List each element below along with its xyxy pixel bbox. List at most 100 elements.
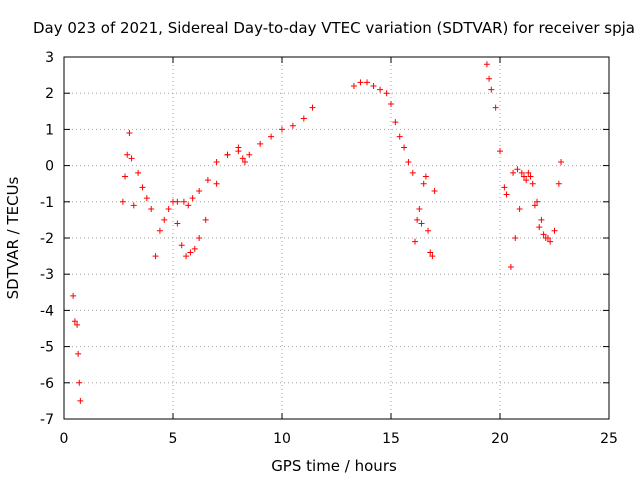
- data-point: [558, 158, 565, 165]
- data-point: [202, 216, 209, 223]
- y-tick-label: 1: [45, 122, 54, 138]
- data-point: [538, 216, 545, 223]
- data-point: [185, 202, 192, 209]
- data-point: [525, 169, 532, 176]
- data-point: [126, 130, 133, 137]
- data-point: [503, 191, 510, 198]
- data-point: [488, 86, 495, 93]
- data-point: [388, 101, 394, 108]
- data-point: [497, 148, 503, 155]
- data-point: [289, 122, 296, 129]
- data-point: [527, 173, 534, 180]
- x-tick-label: 5: [169, 431, 178, 447]
- y-tick-label: 2: [45, 86, 54, 102]
- data-point: [130, 202, 137, 209]
- data-point: [74, 321, 81, 328]
- data-point: [191, 245, 198, 252]
- data-point: [135, 169, 142, 176]
- data-point: [418, 220, 425, 227]
- series-seg2a: [119, 130, 137, 209]
- data-point: [510, 169, 517, 176]
- data-point: [364, 79, 371, 86]
- series-seg4: [411, 173, 438, 260]
- data-point: [183, 253, 190, 260]
- data-point: [529, 180, 536, 187]
- data-point: [161, 216, 168, 223]
- data-point: [483, 61, 490, 68]
- data-point: [139, 184, 146, 191]
- series-seg3: [350, 79, 416, 176]
- x-tick-label: 20: [491, 431, 509, 447]
- data-point: [492, 104, 499, 111]
- data-point: [536, 224, 543, 231]
- y-tick-label: -2: [40, 231, 54, 247]
- data-point: [156, 227, 163, 234]
- data-point: [555, 180, 562, 187]
- data-point: [204, 177, 211, 184]
- data-point: [180, 198, 187, 205]
- y-tick-label: -7: [40, 412, 54, 428]
- y-tick-label: 0: [45, 159, 54, 175]
- data-point: [241, 158, 248, 165]
- data-point: [239, 155, 246, 162]
- x-tick-label: 15: [382, 431, 400, 447]
- data-point: [196, 235, 203, 241]
- data-point: [246, 151, 253, 158]
- data-point: [370, 82, 377, 89]
- data-point: [174, 198, 181, 205]
- data-point: [523, 177, 530, 184]
- data-point: [383, 90, 390, 97]
- data-point: [122, 173, 129, 180]
- series-seg5b: [510, 166, 551, 241]
- data-point: [411, 238, 418, 245]
- data-point: [401, 144, 408, 151]
- axis-ticks: 0 5 10 15 20 25 -7 -6 -5 -4 -3 -2 -1 0 1 2 3: [40, 50, 618, 447]
- data-point: [76, 379, 83, 386]
- data-point: [119, 198, 126, 205]
- data-point: [128, 155, 135, 162]
- data-point: [279, 126, 285, 133]
- data-point: [422, 173, 429, 180]
- data-point: [235, 144, 242, 151]
- series-seg2c: [174, 144, 248, 260]
- data-point: [547, 238, 554, 245]
- data-point: [187, 249, 194, 256]
- data-point: [501, 184, 508, 191]
- data-point: [213, 158, 220, 165]
- x-axis-label: GPS time / hours: [271, 457, 397, 475]
- data-point: [486, 75, 493, 82]
- data-point: [77, 397, 84, 404]
- y-tick-label: -1: [40, 195, 54, 211]
- data-point: [268, 133, 275, 140]
- series-seg2b: [135, 104, 316, 260]
- data-point: [350, 82, 357, 89]
- data-point: [257, 140, 264, 147]
- data-point: [518, 169, 525, 176]
- data-point: [213, 180, 220, 187]
- grid-lines: [64, 57, 609, 419]
- data-point: [143, 195, 150, 202]
- series-seg1: [70, 292, 84, 404]
- data-point: [414, 216, 421, 223]
- data-point: [152, 253, 159, 260]
- data-point: [377, 86, 384, 93]
- data-point: [520, 173, 527, 180]
- data-point: [357, 79, 364, 86]
- data-point: [396, 133, 403, 140]
- data-point: [427, 249, 434, 256]
- data-point: [507, 263, 514, 270]
- data-point: [178, 242, 185, 249]
- data-point: [75, 350, 82, 357]
- data-point: [551, 227, 558, 234]
- data-point: [431, 187, 438, 194]
- y-tick-label: 3: [45, 50, 54, 66]
- y-tick-label: -6: [40, 376, 54, 392]
- data-point: [392, 119, 399, 126]
- data-point: [429, 253, 436, 260]
- data-points: [70, 61, 565, 404]
- data-point: [516, 206, 523, 213]
- data-point: [514, 166, 521, 173]
- data-point: [531, 202, 538, 209]
- y-tick-label: -3: [40, 267, 54, 283]
